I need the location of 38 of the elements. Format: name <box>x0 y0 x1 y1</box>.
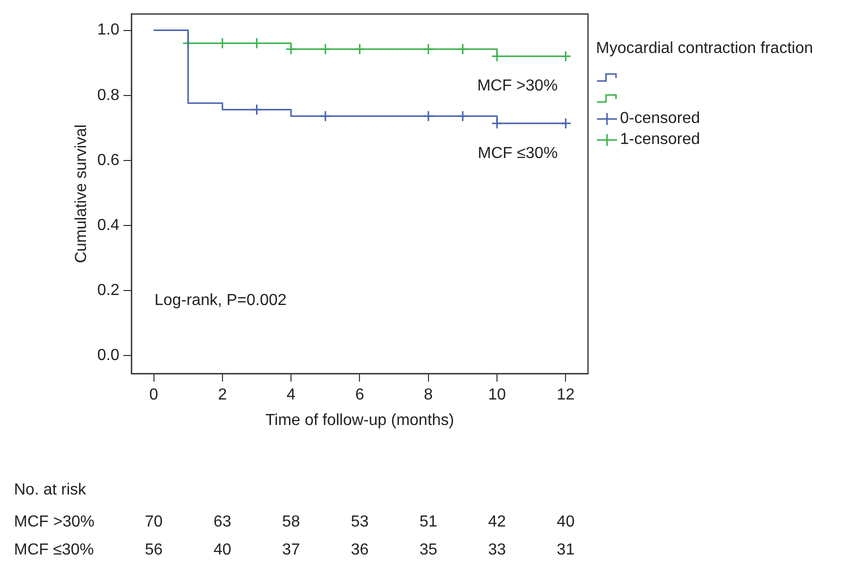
x-tick-label: 8 <box>424 386 433 404</box>
text: 33 <box>488 541 506 558</box>
x-tick-label: 10 <box>488 386 506 404</box>
text: MCF ≤30% <box>14 541 94 558</box>
text: MCF >30% <box>14 513 94 530</box>
text: 56 <box>144 541 163 558</box>
annotation: Log-rank, P=0.002 <box>154 292 287 309</box>
y-tick-label: 1.0 <box>97 22 120 39</box>
text: No. at risk <box>14 481 88 498</box>
y-tick-label: 0.0 <box>97 347 120 364</box>
legend-title: Myocardial contraction fraction <box>596 40 813 58</box>
text: 53 <box>350 513 369 530</box>
x-tick-label: 2 <box>218 386 227 404</box>
text: 51 <box>419 513 438 530</box>
legend-label: 1-censored <box>620 130 700 148</box>
text: 40 <box>214 541 232 558</box>
y-tick-label: 0.8 <box>97 86 120 104</box>
text: 40 <box>556 513 575 530</box>
series-label: MCF ≤30% <box>478 144 558 162</box>
text: 36 <box>350 541 369 558</box>
text: 58 <box>282 513 300 530</box>
y-axis-title: Cumulative survival <box>73 124 90 264</box>
y-tick-label: 0.2 <box>97 282 120 300</box>
text: 63 <box>214 513 232 530</box>
x-tick-label: 12 <box>556 386 575 404</box>
text: 42 <box>488 513 506 530</box>
y-tick-label: 0.6 <box>97 152 120 169</box>
text: 35 <box>419 541 438 558</box>
text: 70 <box>144 513 163 530</box>
legend-label: 0-censored <box>620 110 700 128</box>
x-axis-title: Time of follow-up (months) <box>265 412 454 429</box>
x-tick-label: 4 <box>286 386 296 404</box>
x-tick-label: 6 <box>355 386 364 404</box>
y-tick-label: 0.4 <box>97 216 120 234</box>
text: 37 <box>282 541 300 558</box>
text: 31 <box>556 541 575 558</box>
series-label: MCF >30% <box>477 78 558 95</box>
x-tick-label: 0 <box>149 386 158 404</box>
